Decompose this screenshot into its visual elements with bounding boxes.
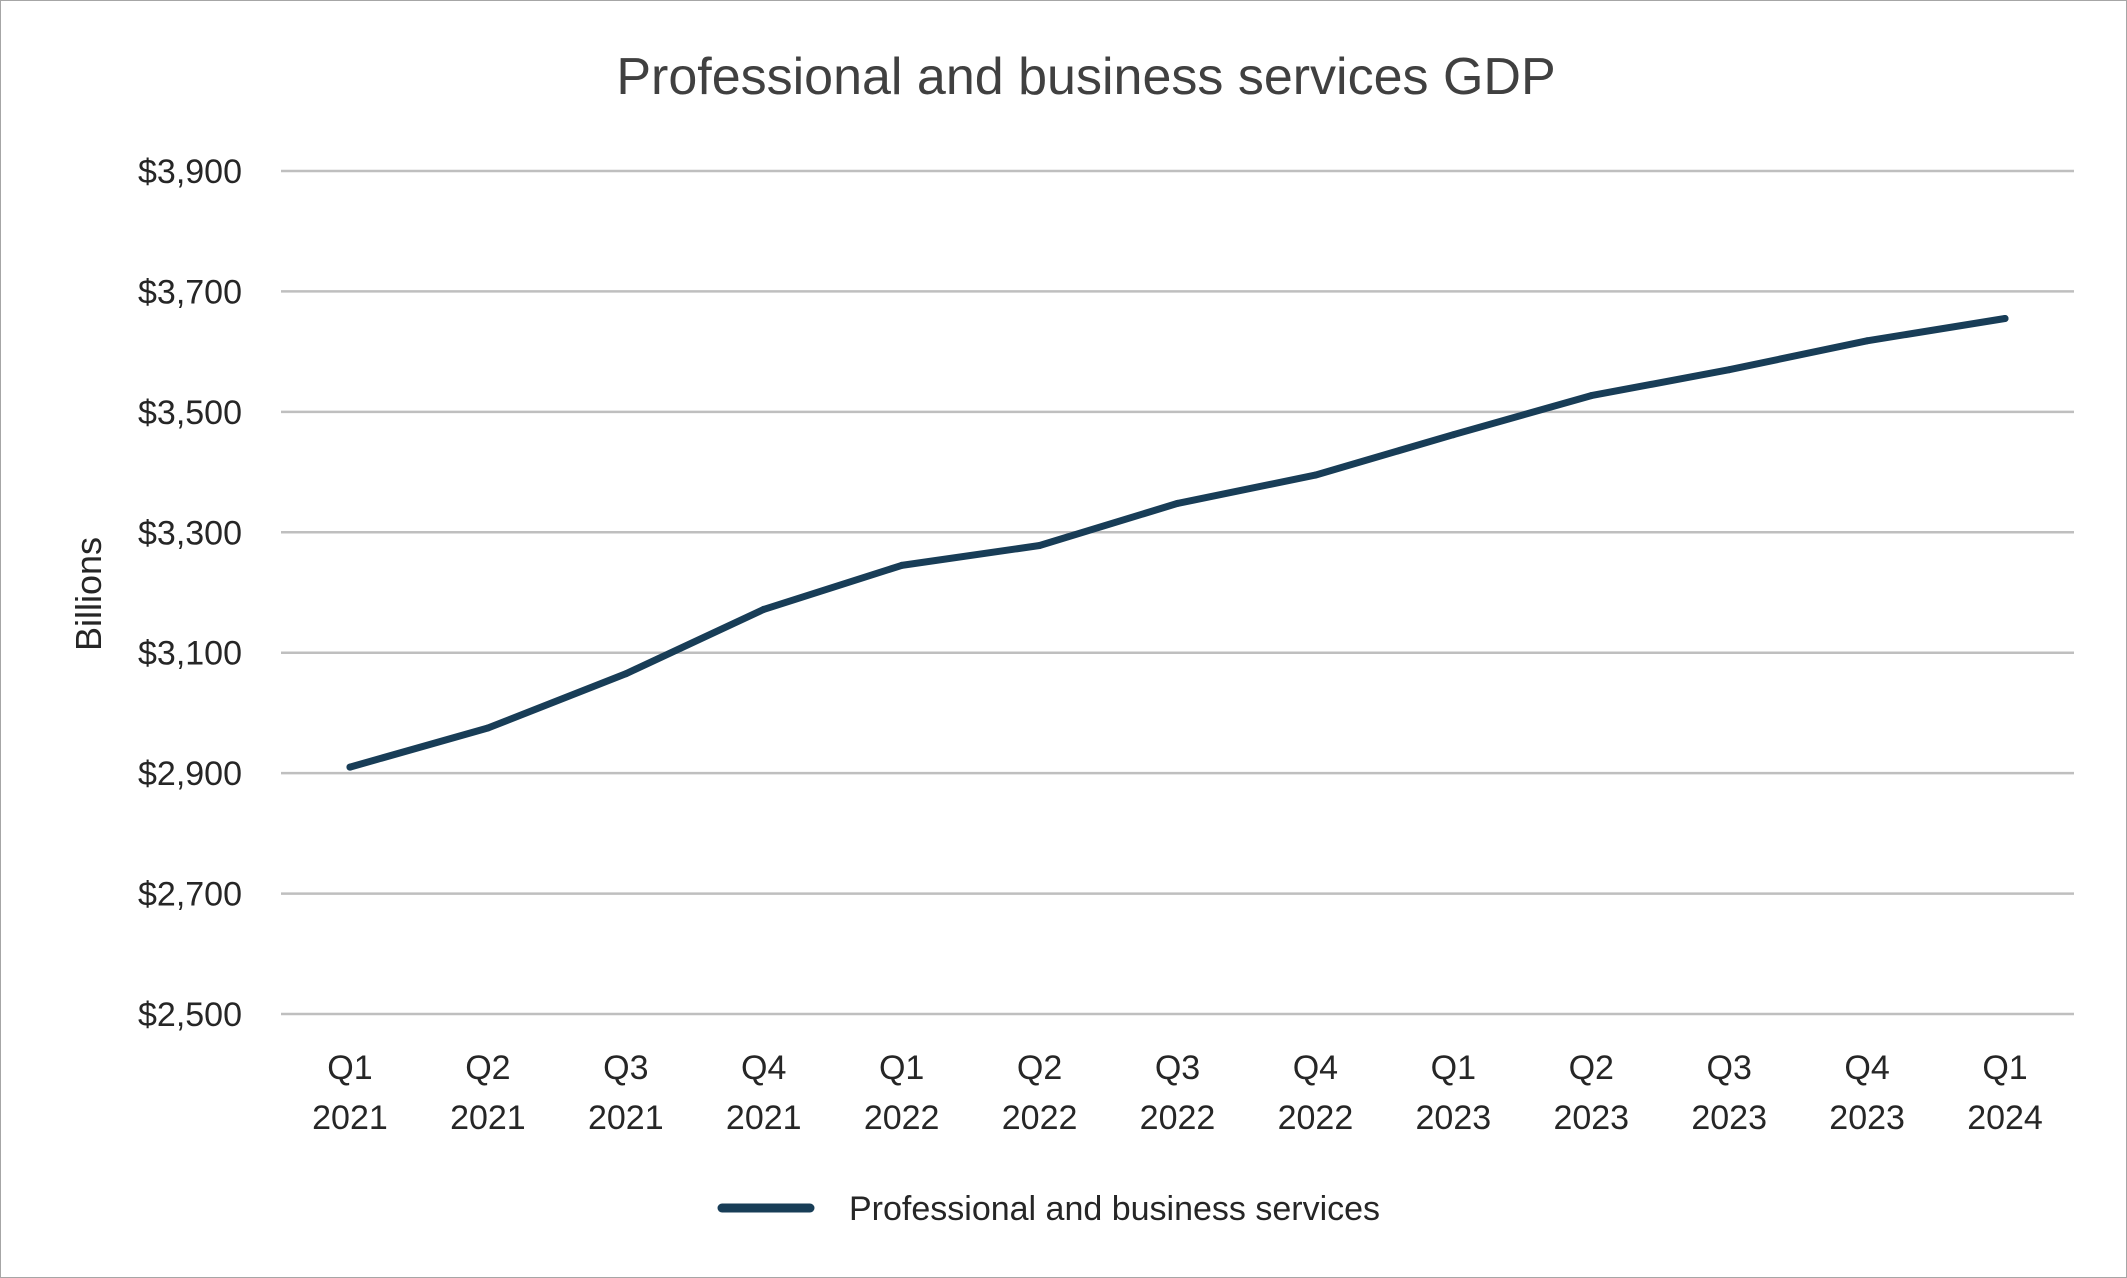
x-tick-label: Q1 2022 <box>864 1049 940 1137</box>
x-tick-label: Q3 2021 <box>588 1049 664 1137</box>
x-tick-label: Q3 2023 <box>1691 1049 1767 1137</box>
x-tick-quarter: Q4 <box>1844 1049 1889 1087</box>
x-tick-quarter: Q4 <box>741 1049 786 1087</box>
x-tick-year: 2022 <box>1278 1099 1354 1137</box>
x-tick-year: 2021 <box>312 1099 388 1137</box>
x-tick-quarter: Q4 <box>1293 1049 1338 1087</box>
x-tick-label: Q3 2022 <box>1140 1049 1216 1137</box>
x-tick-label: Q1 2024 <box>1967 1049 2043 1137</box>
y-tick-label: $3,300 <box>138 514 242 552</box>
y-tick-label: $3,700 <box>138 273 242 311</box>
x-tick-label: Q4 2022 <box>1278 1049 1354 1137</box>
data-point <box>2001 315 2009 323</box>
x-tick-quarter: Q1 <box>1982 1049 2027 1087</box>
data-point <box>346 763 354 771</box>
y-axis-title: Billions <box>68 537 109 651</box>
x-tick-quarter: Q1 <box>1431 1049 1476 1087</box>
series-layer <box>346 315 2009 771</box>
x-tick-quarter: Q3 <box>603 1049 648 1087</box>
x-tick-year: 2021 <box>588 1099 664 1137</box>
x-tick-quarter: Q1 <box>879 1049 924 1087</box>
x-tick-quarter: Q3 <box>1155 1049 1200 1087</box>
chart-title: Professional and business services GDP <box>616 48 1555 106</box>
y-tick-label: $2,700 <box>138 876 242 914</box>
data-point <box>1311 471 1319 479</box>
x-tick-year: 2022 <box>864 1099 940 1137</box>
x-tick-year: 2023 <box>1553 1099 1629 1137</box>
gridlines <box>281 169 2074 1016</box>
x-tick-label: Q2 2022 <box>1002 1049 1078 1137</box>
data-point <box>622 670 630 678</box>
y-tick-label: $2,500 <box>138 996 242 1034</box>
x-tick-label: Q1 2021 <box>312 1049 388 1137</box>
x-tick-year: 2023 <box>1691 1099 1767 1137</box>
y-axis-ticks: $2,500 $2,700 $2,900 $3,100 $3,300 $3,500 $3,7… <box>138 153 242 1034</box>
x-tick-quarter: Q2 <box>1017 1049 1062 1087</box>
data-point <box>1174 499 1181 507</box>
y-tick-label: $2,900 <box>138 755 242 793</box>
data-point <box>484 724 492 732</box>
series-line <box>346 315 2009 771</box>
x-tick-quarter: Q1 <box>327 1049 372 1087</box>
x-tick-year: 2024 <box>1967 1099 2043 1137</box>
data-point <box>760 605 768 613</box>
y-tick-label: $3,100 <box>138 635 242 673</box>
data-point <box>1725 366 1733 374</box>
x-tick-label: Q2 2021 <box>450 1049 526 1137</box>
x-tick-year: 2023 <box>1829 1099 1905 1137</box>
x-tick-year: 2022 <box>1002 1099 1078 1137</box>
x-tick-year: 2021 <box>726 1099 802 1137</box>
data-point <box>1449 431 1457 439</box>
legend: Professional and business services <box>717 1190 1380 1228</box>
x-tick-year: 2023 <box>1416 1099 1492 1137</box>
x-tick-label: Q1 2023 <box>1416 1049 1492 1137</box>
x-tick-label: Q2 2023 <box>1553 1049 1629 1137</box>
x-tick-year: 2022 <box>1140 1099 1216 1137</box>
x-tick-quarter: Q2 <box>1569 1049 1614 1087</box>
data-point <box>1863 337 1871 345</box>
x-tick-quarter: Q2 <box>465 1049 510 1087</box>
y-tick-label: $3,500 <box>138 394 242 432</box>
data-point <box>898 561 906 569</box>
x-tick-label: Q4 2023 <box>1829 1049 1905 1137</box>
x-tick-quarter: Q3 <box>1707 1049 1752 1087</box>
legend-label: Professional and business services <box>849 1190 1380 1228</box>
data-point <box>1587 392 1595 400</box>
x-tick-label: Q4 2021 <box>726 1049 802 1137</box>
y-tick-label: $3,900 <box>138 153 242 191</box>
x-axis-ticks: Q1 2021 Q2 2021 Q3 2021 Q4 2021 Q1 2022 Q2 2022 Q3 20… <box>312 1049 2043 1137</box>
x-tick-year: 2021 <box>450 1099 526 1137</box>
data-point <box>1036 542 1044 550</box>
